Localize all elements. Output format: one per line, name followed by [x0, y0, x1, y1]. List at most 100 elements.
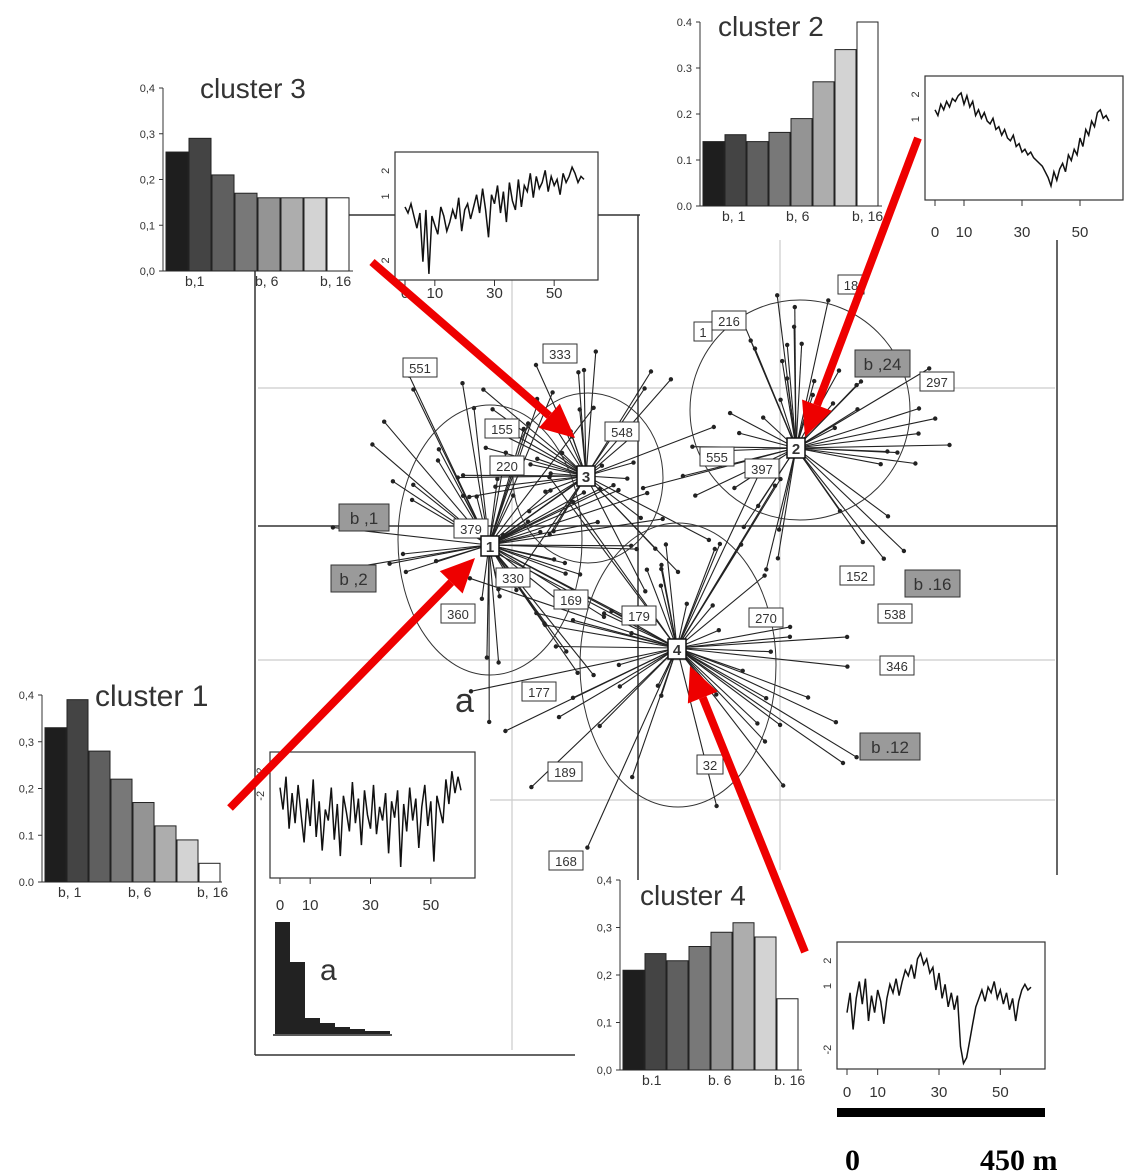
y-tick-label: 2: [255, 768, 267, 774]
point-label: 397: [751, 462, 773, 477]
point-label: 346: [886, 659, 908, 674]
x-tick-label: b, 6: [786, 208, 810, 224]
chart-title: cluster 4: [640, 880, 746, 911]
y-tick-label: 0.4: [677, 17, 692, 29]
y-tick-label: 1: [822, 983, 834, 989]
x-tick-label: 30: [362, 897, 379, 914]
point-label: 152: [846, 569, 868, 584]
chart-title: cluster 1: [95, 680, 208, 713]
y-tick-label: 0,3: [140, 129, 155, 141]
y-tick-label: 2: [380, 168, 392, 174]
y-tick-label: 0.1: [19, 830, 34, 842]
bar: [44, 727, 67, 883]
x-tick-label: 50: [1072, 224, 1089, 241]
bar: [776, 998, 799, 1071]
cluster-2-ellipse: [689, 299, 911, 521]
bar: [211, 174, 235, 272]
y-tick-label: 0,3: [597, 923, 612, 935]
y-tick-label: 0,2: [19, 784, 34, 796]
bar: [666, 960, 689, 1071]
point-label: 270: [755, 611, 777, 626]
bar: [280, 197, 304, 272]
point-label: 177: [528, 685, 550, 700]
main-plot-letter: a: [455, 682, 474, 720]
x-tick-label: 30: [1014, 224, 1031, 241]
x-tick-label: b,1: [185, 273, 205, 289]
x-tick-label: b, 1: [722, 208, 746, 224]
y-tick-label: 0,0: [597, 1065, 612, 1077]
bar: [188, 137, 212, 272]
y-tick-label: 0,4: [597, 875, 612, 887]
bar: [724, 134, 747, 207]
y-tick-label: 1: [380, 193, 392, 199]
x-tick-label: b. 16: [774, 1072, 805, 1088]
bar: [198, 862, 221, 883]
main-scatter-plot: 5511552203793335482161182975553973301693…: [254, 214, 1058, 1056]
x-tick-label: b, 6: [128, 884, 152, 900]
series-line: [846, 951, 1032, 1066]
bar: [812, 81, 835, 207]
cluster-1-ellipse: [397, 404, 583, 676]
x-tick-label: b, 6: [255, 273, 279, 289]
bar-chart-cluster-1: 0.0 0.1 0,2 0,3 0,4 b, 1 b, 6 b, 16 cluster 1: [19, 680, 229, 900]
x-tick-label: 0: [931, 224, 939, 241]
point-label: 555: [706, 450, 728, 465]
x-tick-label: b, 16: [197, 884, 228, 900]
point-label: 1: [699, 325, 706, 340]
y-tick-label: -2: [822, 1045, 834, 1055]
bar: [856, 21, 879, 207]
chart-title: cluster 3: [200, 73, 306, 104]
bar: [732, 922, 755, 1071]
inset-histogram: a: [273, 922, 392, 1036]
y-tick-label: 0,1: [140, 220, 155, 232]
x-tick-label: 50: [422, 897, 439, 914]
y-tick-label: 0.0: [677, 201, 692, 213]
point-label: 216: [718, 314, 740, 329]
y-tick-label: 0.0: [19, 877, 34, 889]
point-label: 297: [926, 375, 948, 390]
bar: [746, 141, 769, 207]
x-tick-label: 50: [992, 1084, 1009, 1101]
y-tick-label: 1: [910, 116, 922, 122]
x-tick-label: 50: [546, 285, 563, 302]
y-tick-label: 2: [822, 958, 834, 964]
y-tick-label: 0,3: [19, 737, 34, 749]
point-label: 551: [409, 361, 431, 376]
cluster-center-1: 1: [486, 539, 494, 556]
series-line: [404, 165, 585, 274]
y-tick-label: 0.2: [677, 109, 692, 121]
bar: [132, 802, 155, 883]
series-line: [279, 771, 462, 868]
scale-bar: 0 450 m: [837, 1108, 1058, 1174]
x-tick-label: 10: [302, 897, 319, 914]
point-label: 330: [502, 571, 524, 586]
bar: [176, 839, 199, 883]
x-tick-label: 30: [486, 285, 503, 302]
y-tick-label: 0,2: [140, 175, 155, 187]
y-tick-label: 0.1: [677, 155, 692, 167]
point-label: 548: [611, 425, 633, 440]
y-tick-label: -2: [255, 791, 267, 801]
line-chart-cluster-2: 0 10 30 50 2 1: [910, 75, 1124, 241]
bar: [66, 699, 89, 883]
cluster-3-ellipse: [512, 392, 664, 564]
cluster-center-2: 2: [792, 441, 800, 458]
class-label: b .16: [914, 575, 952, 594]
point-label: 169: [560, 593, 582, 608]
x-tick-label: 10: [869, 1084, 886, 1101]
bar: [326, 197, 350, 272]
cluster-center-3: 3: [582, 469, 590, 486]
line-chart-cluster-3: 0103050212: [380, 151, 599, 302]
bar: [622, 969, 645, 1071]
inset-letter: a: [320, 954, 337, 987]
bar: [688, 946, 711, 1071]
class-label: b ,1: [350, 509, 378, 528]
line-chart-cluster-1: 0 10 30 50 2 -2: [255, 751, 476, 914]
y-tick-label: 0,4: [19, 690, 34, 702]
class-label: b ,2: [339, 570, 367, 589]
cluster-center-4: 4: [673, 642, 682, 659]
bar: [88, 750, 111, 883]
class-label: b ,24: [864, 355, 902, 374]
bar: [257, 197, 281, 272]
